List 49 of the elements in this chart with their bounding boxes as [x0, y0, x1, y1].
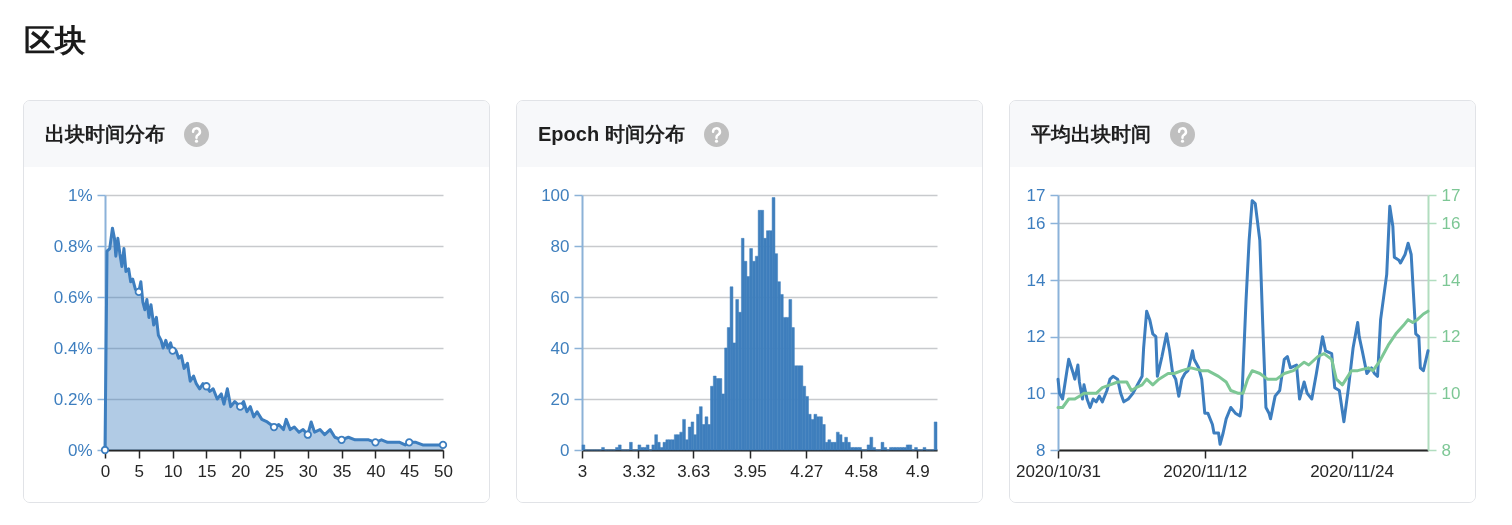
x-tick-label: 4.9 [906, 461, 930, 481]
x-tick-label: 3.63 [677, 461, 711, 481]
x-tick-label: 25 [265, 461, 284, 481]
chart-title: 出块时间分布 [45, 121, 165, 147]
y-tick-label: 0.8% [53, 236, 93, 256]
x-tick-label: 10 [163, 461, 183, 481]
x-tick-label: 2020/11/12 [1163, 461, 1248, 481]
y-tick-label: 0 [560, 440, 570, 460]
y2-tick-label: 8 [1441, 440, 1451, 460]
x-tick-label: 4.27 [790, 461, 824, 481]
y2-tick-label: 10 [1441, 383, 1461, 403]
chart-title: 平均出块时间 [1031, 121, 1151, 147]
y-tick-label: 0% [67, 440, 93, 460]
y-tick-label: 80 [550, 236, 570, 256]
text: 区块 [24, 22, 86, 60]
x-tick-label: 50 [434, 461, 453, 481]
x-tick-label: 0 [100, 461, 111, 481]
y2-tick-label: 14 [1441, 270, 1461, 290]
y-tick-label: 14 [1026, 270, 1046, 290]
y-tick-label: 1% [67, 185, 93, 205]
y-tick-label: 17 [1026, 185, 1046, 205]
y-tick-label: 40 [550, 338, 570, 358]
chart-title: Epoch 时间分布 [538, 121, 685, 147]
y-tick-label: 16 [1026, 213, 1046, 233]
y-tick-label: 60 [550, 287, 570, 307]
x-tick-label: 2020/10/31 [1015, 461, 1102, 481]
x-tick-label: 30 [298, 461, 318, 481]
y2-tick-label: 12 [1441, 327, 1461, 347]
x-tick-label: 3.32 [622, 461, 656, 481]
x-tick-label: 40 [366, 461, 386, 481]
y-tick-label: 20 [550, 389, 570, 409]
x-tick-label: 3.95 [733, 461, 767, 481]
y-tick-label: 12 [1026, 327, 1046, 347]
x-tick-label: 15 [197, 461, 217, 481]
x-tick-label: 35 [332, 461, 352, 481]
x-tick-label: 3 [577, 461, 588, 481]
y-tick-label: 10 [1026, 383, 1046, 403]
y-tick-label: 8 [1036, 440, 1046, 460]
x-tick-label: 20 [231, 461, 251, 481]
y-tick-label: 0.2% [53, 389, 93, 409]
y2-tick-label: 16 [1441, 213, 1461, 233]
x-tick-label: 2020/11/24 [1310, 461, 1394, 481]
y-tick-label: 0.4% [53, 338, 93, 358]
x-tick-label: 5 [134, 461, 145, 481]
y2-tick-label: 17 [1441, 185, 1461, 205]
y-tick-label: 100 [541, 185, 570, 205]
x-tick-label: 45 [400, 461, 420, 481]
x-tick-label: 4.58 [844, 461, 878, 481]
y-tick-label: 0.6% [53, 287, 93, 307]
